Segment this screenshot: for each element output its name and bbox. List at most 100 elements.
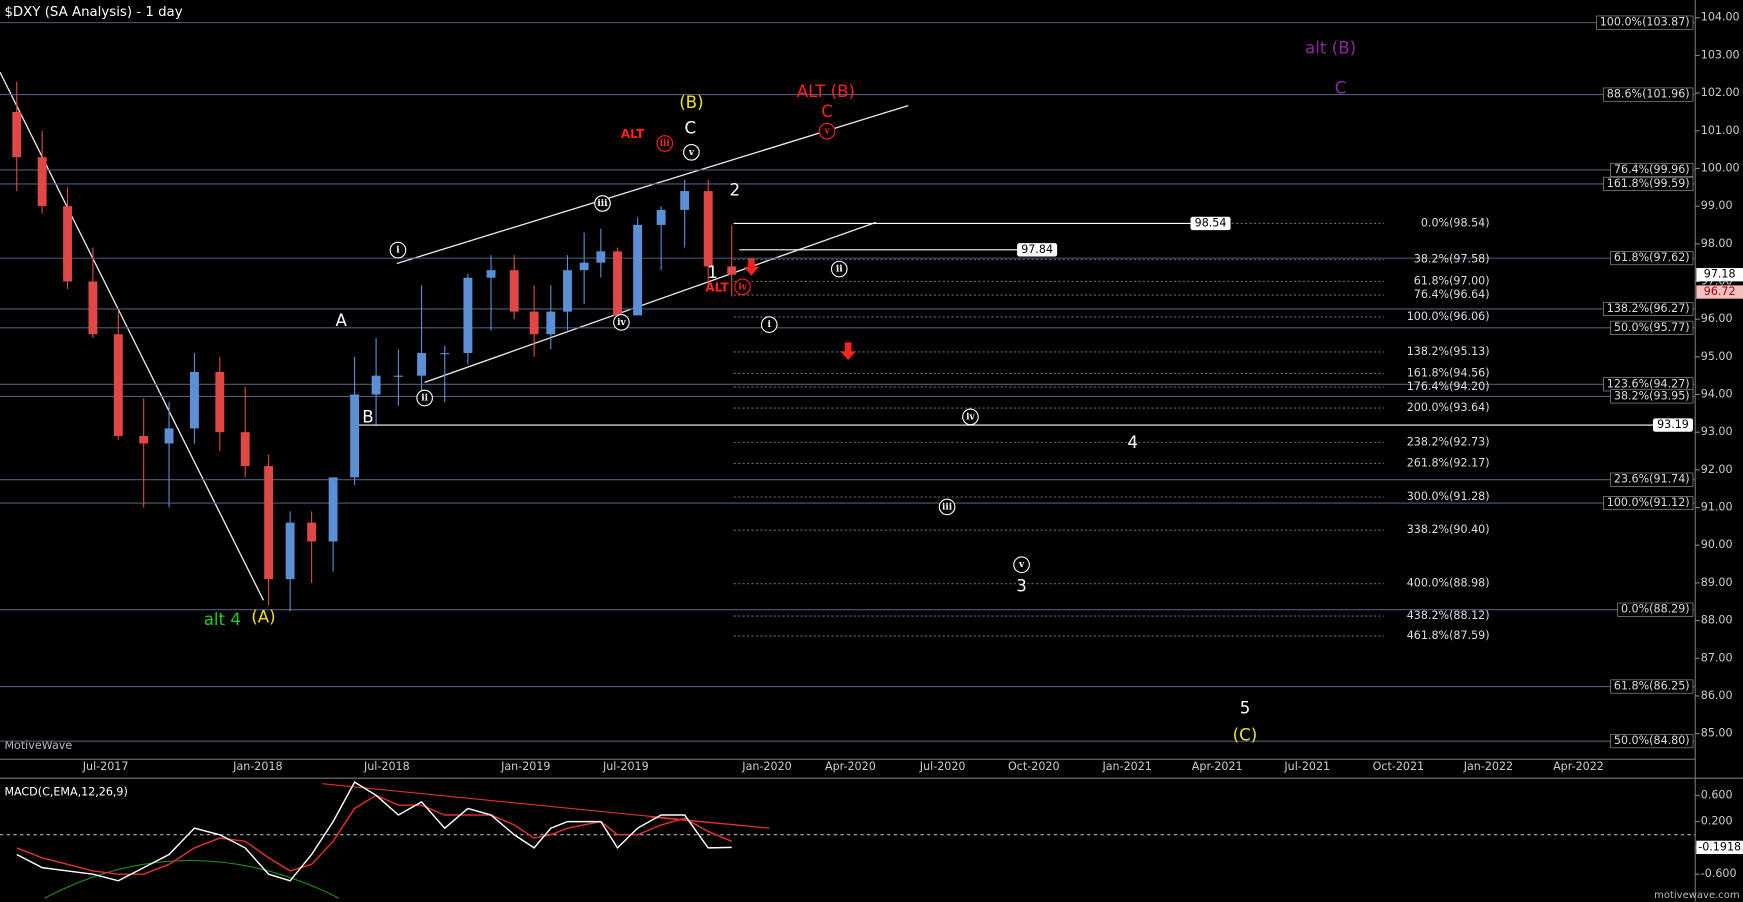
fib-level-label: 61.8%(97.00): [1414, 274, 1490, 287]
price-tag-box: [1696, 268, 1743, 282]
candle-body: [509, 270, 519, 312]
chart-title: $DXY (SA Analysis) - 1 day: [4, 5, 182, 20]
x-tick-label: Apr-2020: [825, 760, 876, 773]
fib-level-label: 38.2%(93.95): [1614, 389, 1690, 402]
fib-level-box: [1596, 15, 1694, 30]
footer: motivewave.com: [1654, 890, 1740, 901]
wave-label: A: [336, 311, 348, 330]
y-tick-label: 86.00: [1701, 689, 1733, 702]
candle-body: [613, 251, 622, 316]
fib-level-label: 23.6%(91.74): [1614, 473, 1690, 486]
wave-label: 5: [1240, 699, 1251, 718]
x-tick-label: Apr-2021: [1192, 760, 1243, 773]
arrows: [743, 257, 856, 361]
candle-body: [189, 371, 199, 429]
candle-body: [285, 522, 295, 580]
price-tag: 97.18: [1704, 268, 1736, 281]
fib-level-label: 338.2%(90.40): [1407, 523, 1490, 536]
wave-label: i: [768, 320, 772, 330]
wave-circle: [613, 314, 630, 331]
x-tick-label: Jan-2021: [1101, 760, 1151, 773]
y-tick-label: 95.00: [1701, 350, 1733, 363]
y-tick-label: 92.00: [1701, 463, 1733, 476]
fib-level-label: 61.8%(97.62): [1614, 251, 1690, 264]
wave-label: C: [1335, 78, 1347, 97]
wave-label: v: [688, 148, 695, 158]
y-tick-label: 101.00: [1701, 124, 1740, 137]
wave-label: ALT: [621, 127, 645, 141]
wave-circle: [760, 316, 778, 333]
price-mark-box: [1190, 216, 1231, 231]
candle-body: [529, 311, 539, 335]
y-tick-label: 85.00: [1701, 727, 1733, 740]
candle-body: [113, 334, 123, 436]
candle-body: [680, 191, 690, 210]
fib-level-box: [1610, 472, 1694, 487]
wave-label: (B): [679, 93, 703, 112]
wave-circle: [830, 260, 848, 278]
y-tick-label: 93.00: [1701, 425, 1733, 438]
macd-arc: [44, 859, 340, 899]
candle-body: [393, 375, 403, 377]
wave-label: ALT: [705, 280, 729, 294]
x-tick-label: Jan-2020: [741, 760, 791, 773]
wave-label: ii: [836, 265, 843, 275]
y-tick-label: 94.00: [1701, 388, 1733, 401]
fib-level-box: [1610, 734, 1694, 749]
candle-body: [703, 191, 713, 267]
candle-body: [727, 266, 737, 275]
fib-level-label: 0.0%(98.54): [1421, 216, 1490, 229]
y-tick-label: 0.200: [1701, 815, 1733, 828]
y-tick-label: 103.00: [1701, 48, 1740, 61]
fib-level-label: 0.0%(88.29): [1621, 603, 1690, 616]
fib-level-box: [1603, 176, 1694, 191]
wave-circle: [683, 143, 700, 161]
fib-level-label: 200.0%(93.64): [1407, 401, 1490, 414]
wave-label: B: [362, 407, 373, 426]
candle-body: [37, 157, 47, 207]
fib-level-label: 100.0%(91.12): [1607, 496, 1690, 509]
fib-level-label: 61.8%(86.25): [1614, 680, 1690, 693]
wave-circle: [656, 135, 674, 152]
fib-level-label: 138.2%(96.27): [1607, 302, 1690, 315]
fib-level-label: 38.2%(97.58): [1414, 253, 1490, 266]
wave-label: v: [1018, 560, 1025, 570]
price-mark-label: 98.54: [1195, 216, 1227, 229]
fib-level-label: 138.2%(95.13): [1407, 345, 1490, 358]
price-mark-box: [1652, 418, 1693, 432]
macd-title: MACD(C,EMA,12,26,9): [4, 786, 127, 799]
wave-label: C: [684, 118, 696, 137]
candle-body: [579, 262, 589, 271]
y-tick-label: -0.600: [1701, 867, 1737, 880]
candle-body: [486, 270, 496, 278]
candle-body: [88, 281, 98, 335]
macd-line: [16, 781, 732, 882]
candle-body: [596, 251, 606, 263]
fib-level-label: 50.0%(95.77): [1614, 321, 1690, 334]
candle-body: [139, 435, 149, 444]
candle-body: [12, 111, 22, 158]
fib-level-label: 461.8%(87.59): [1407, 629, 1490, 642]
wave-label: 1: [707, 263, 718, 282]
fib-level-box: [1610, 251, 1694, 266]
candle-body: [264, 466, 274, 580]
fib-level-label: 100.0%(103.87): [1600, 16, 1690, 29]
x-tick-label: Jan-2019: [500, 760, 550, 773]
wave-label: i: [396, 246, 400, 256]
x-tick-label: Jul-2017: [82, 760, 129, 773]
wave-label: v: [823, 127, 830, 137]
wave-circle: [818, 122, 836, 140]
wave-label: 3: [1016, 576, 1027, 595]
x-tick-label: Jan-2022: [1463, 760, 1513, 773]
candle-body: [328, 477, 338, 542]
watermark: MotiveWave: [4, 739, 72, 752]
fib-level-label: 50.0%(84.80): [1614, 734, 1690, 747]
wave-label: ii: [421, 393, 428, 403]
price-mark-label: 97.84: [1021, 243, 1053, 256]
fib-level-label: 400.0%(88.98): [1407, 577, 1490, 590]
fib-level-label: 161.8%(99.59): [1607, 177, 1690, 190]
wave-label: iv: [738, 282, 747, 292]
wave-label: iii: [597, 199, 608, 209]
macd-tag: -0.1918: [1698, 840, 1741, 853]
